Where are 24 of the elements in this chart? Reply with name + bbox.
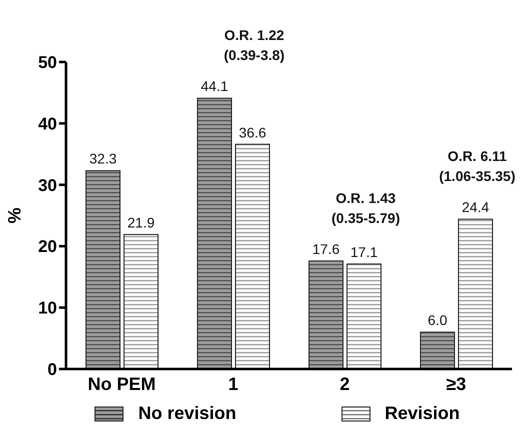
y-tick-label: 0 <box>48 360 57 380</box>
x-tick-label: 2 <box>340 374 350 394</box>
y-tick-label: 40 <box>38 114 57 134</box>
annotation: O.R. 1.22 (0.39-3.8) <box>224 27 285 64</box>
data-label: 24.4 <box>462 199 490 216</box>
y-tick-label: 20 <box>38 237 57 256</box>
x-tick-label: 1 <box>228 374 238 394</box>
data-label: 17.1 <box>350 244 378 260</box>
legend-label: No revision <box>138 403 236 424</box>
data-label: 17.6 <box>312 240 340 257</box>
legend-label: Revision <box>384 403 460 424</box>
y-axis-title: % <box>4 207 24 224</box>
data-label: 6.0 <box>428 312 448 328</box>
annotation: O.R. 6.11 (1.06-35.35) <box>439 148 516 184</box>
x-tick-label: ≥3 <box>446 374 466 394</box>
y-tick-label: 30 <box>38 176 57 195</box>
data-label: 36.6 <box>238 124 266 140</box>
data-label: 21.9 <box>127 214 155 231</box>
data-label: 44.1 <box>200 78 228 94</box>
y-tick-label: 50 <box>38 53 57 72</box>
data-label: 32.3 <box>89 150 117 167</box>
x-tick-label: No PEM <box>88 374 156 394</box>
y-tick-label: 10 <box>38 298 57 318</box>
annotation: O.R. 1.43 (0.35-5.79) <box>332 190 400 226</box>
